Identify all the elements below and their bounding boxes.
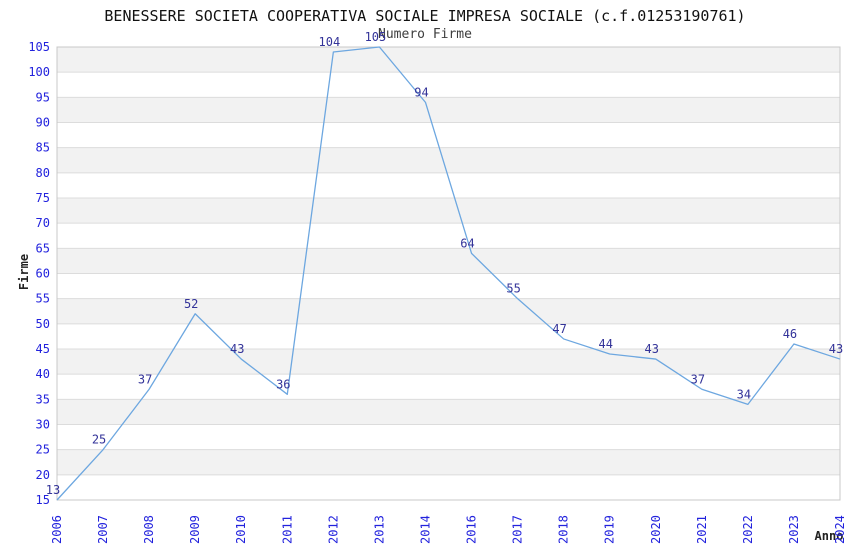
y-tick-label: 85 xyxy=(36,141,50,155)
data-label: 64 xyxy=(460,236,474,250)
x-tick-label: 2024 xyxy=(833,515,847,544)
data-label: 37 xyxy=(691,372,705,386)
y-tick-label: 90 xyxy=(36,116,50,130)
data-label: 94 xyxy=(414,85,428,99)
y-tick-label: 65 xyxy=(36,241,50,255)
grid-band xyxy=(57,399,840,425)
y-tick-label: 95 xyxy=(36,90,50,104)
x-tick-label: 2020 xyxy=(649,515,663,544)
y-tick-label: 25 xyxy=(36,443,50,457)
data-label: 43 xyxy=(645,342,659,356)
y-tick-label: 100 xyxy=(28,65,50,79)
chart-title: BENESSERE SOCIETA COOPERATIVA SOCIALE IM… xyxy=(104,7,746,25)
data-label: 43 xyxy=(230,342,244,356)
data-label: 36 xyxy=(276,377,290,391)
chart-subtitle: Numero Firme xyxy=(378,27,472,42)
data-label: 25 xyxy=(92,433,106,447)
x-tick-label: 2014 xyxy=(418,515,432,544)
x-tick-label: 2012 xyxy=(326,515,340,544)
x-tick-label: 2022 xyxy=(741,515,755,544)
x-tick-label: 2009 xyxy=(188,515,202,544)
data-label: 44 xyxy=(598,337,612,351)
grid-band xyxy=(57,147,840,173)
y-tick-label: 40 xyxy=(36,367,50,381)
data-label: 34 xyxy=(737,387,751,401)
x-tick-label: 2021 xyxy=(695,515,709,544)
y-tick-label: 55 xyxy=(36,292,50,306)
grid-band xyxy=(57,449,840,475)
grid-band xyxy=(57,47,840,73)
plot-border xyxy=(56,46,841,501)
y-tick-label: 45 xyxy=(36,342,50,356)
y-tick-label: 60 xyxy=(36,267,50,281)
x-tick-label: 2019 xyxy=(603,515,617,544)
data-label: 43 xyxy=(829,342,843,356)
x-tick-label: 2007 xyxy=(96,515,110,544)
y-tick-label: 50 xyxy=(36,317,50,331)
data-line xyxy=(56,46,841,501)
grid-band xyxy=(57,97,840,123)
y-tick-label: 105 xyxy=(28,40,50,54)
data-label: 13 xyxy=(46,483,60,497)
grid-band xyxy=(57,198,840,224)
y-tick-label: 70 xyxy=(36,216,50,230)
x-tick-label: 2016 xyxy=(465,515,479,544)
y-tick-label: 15 xyxy=(36,493,50,507)
grid-band xyxy=(57,248,840,274)
y-tick-label: 35 xyxy=(36,392,50,406)
data-label: 37 xyxy=(138,372,152,386)
x-tick-label: 2010 xyxy=(234,515,248,544)
x-tick-label: 2017 xyxy=(511,515,525,544)
y-tick-label: 30 xyxy=(36,418,50,432)
data-label: 105 xyxy=(365,30,387,44)
data-label: 104 xyxy=(319,35,341,49)
x-tick-label: 2006 xyxy=(50,515,64,544)
x-tick-label: 2008 xyxy=(142,515,156,544)
x-tick-label: 2018 xyxy=(557,515,571,544)
y-tick-label: 80 xyxy=(36,166,50,180)
x-tick-label: 2023 xyxy=(787,515,801,544)
data-label: 46 xyxy=(783,327,797,341)
x-axis-title: Anno xyxy=(814,529,844,543)
data-label: 47 xyxy=(552,322,566,336)
data-label: 52 xyxy=(184,297,198,311)
data-label: 55 xyxy=(506,282,520,296)
x-tick-label: 2011 xyxy=(280,515,294,544)
x-tick-label: 2013 xyxy=(372,515,386,544)
y-tick-label: 75 xyxy=(36,191,50,205)
y-tick-label: 20 xyxy=(36,468,50,482)
grid-band xyxy=(57,349,840,375)
grid-band xyxy=(57,298,840,324)
